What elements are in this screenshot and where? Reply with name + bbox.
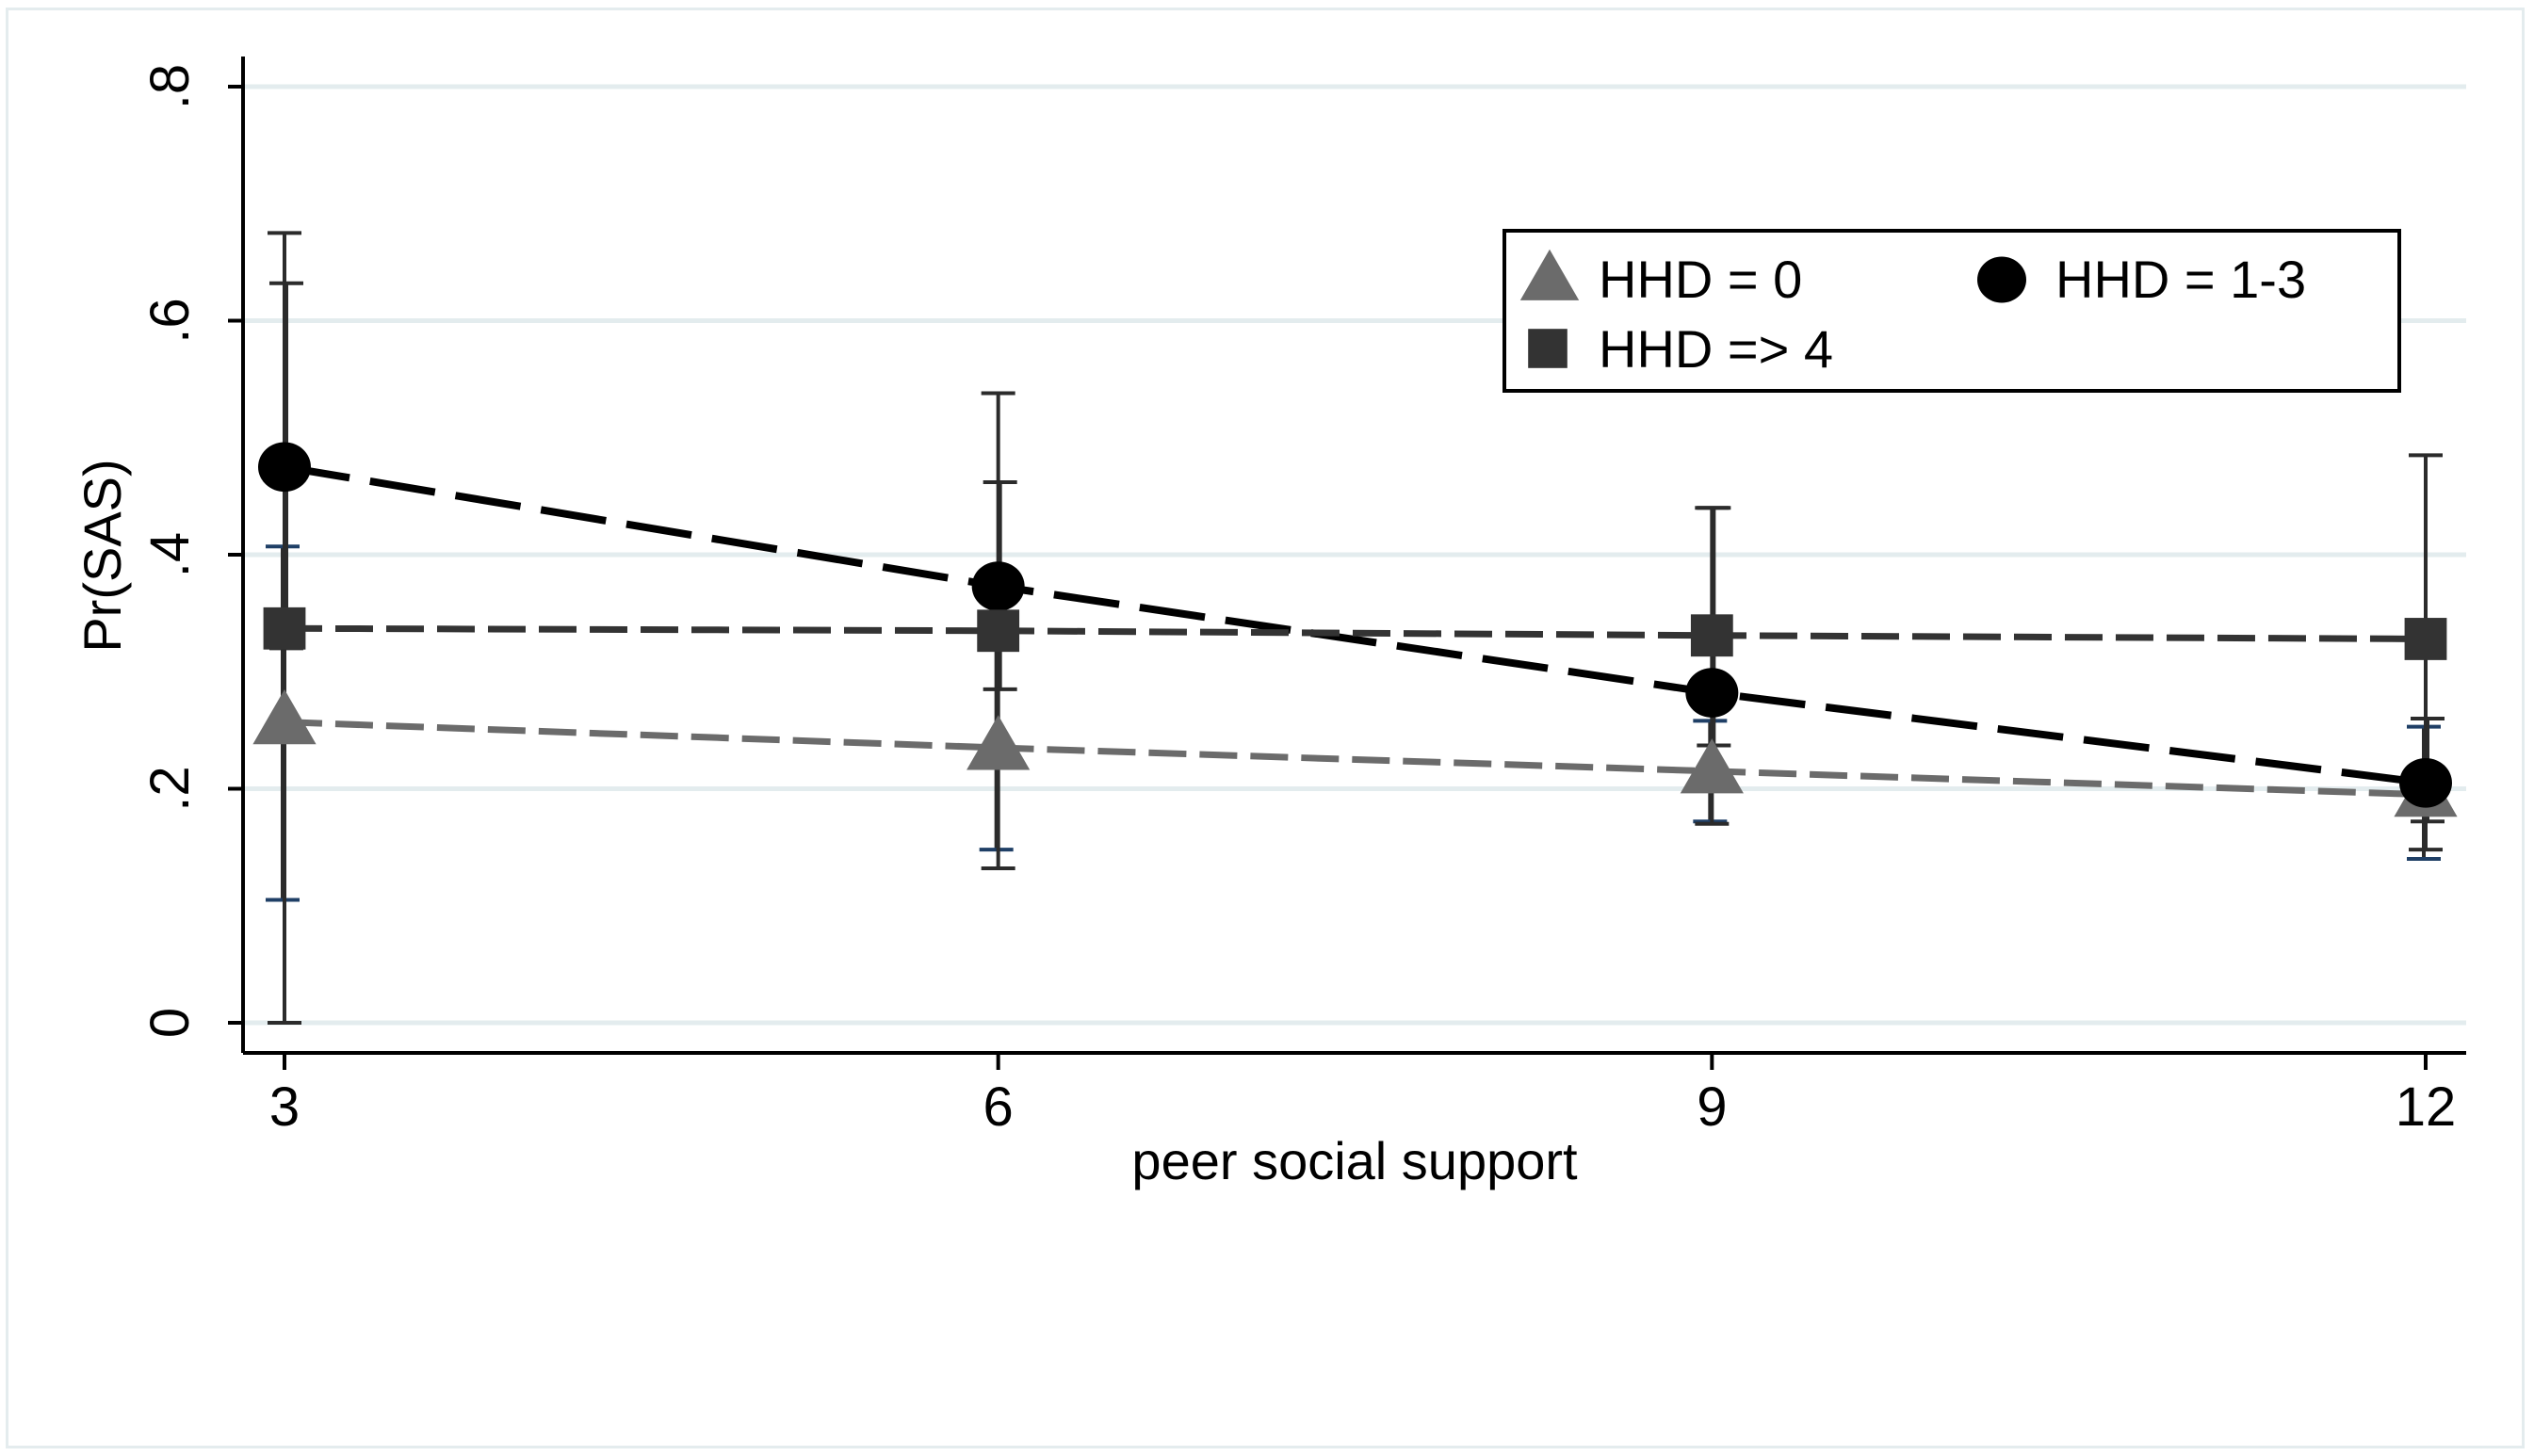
legend-marker-square <box>1528 329 1568 368</box>
y-tick-label: 0 <box>139 1008 201 1038</box>
series-markers <box>252 442 2458 817</box>
data-point-triangle <box>966 715 1031 770</box>
y-axis-title: Pr(SAS) <box>73 459 132 652</box>
legend-marker-triangle <box>1519 249 1580 300</box>
grid-lines <box>243 84 2466 1026</box>
data-point-circle <box>971 561 1025 611</box>
legend-label: HHD => 4 <box>1599 319 1833 379</box>
x-tick-label: 6 <box>983 1076 1014 1138</box>
data-point-square <box>977 609 1020 653</box>
axes: 0 .2 .4 .6 .8 3 6 9 12 peer social support Pr(SAS) <box>73 57 2466 1190</box>
series-line-circle <box>284 462 2427 787</box>
series-lines <box>284 462 2427 799</box>
x-tick-label: 9 <box>1697 1076 1727 1138</box>
legend-marker-circle <box>1977 256 2026 303</box>
data-point-triangle <box>1680 738 1744 794</box>
x-axis-title: peer social support <box>1131 1131 1578 1190</box>
legend-box <box>1503 229 2401 393</box>
legend-label: HHD = 1-3 <box>2055 250 2306 309</box>
y-tick-label: .2 <box>139 766 201 811</box>
data-point-circle <box>2399 757 2452 808</box>
data-point-square <box>2404 618 2447 660</box>
data-point-square <box>263 607 306 650</box>
data-point-triangle <box>252 688 317 745</box>
data-point-circle <box>258 442 311 493</box>
x-tick-label: 12 <box>2396 1076 2457 1138</box>
legend-label: HHD = 0 <box>1599 250 1802 309</box>
y-tick-label: .6 <box>139 298 201 343</box>
chart-frame <box>6 8 2525 1448</box>
data-point-circle <box>1685 668 1739 718</box>
y-tick-label: .8 <box>139 64 201 109</box>
series-line-square <box>284 624 2427 642</box>
y-tick-label: .4 <box>139 532 201 577</box>
series-line-triangle <box>284 719 2427 799</box>
x-tick-label: 3 <box>269 1076 300 1138</box>
legend: HHD = 0 HHD = 1-3 HHD => 4 <box>1503 229 2401 393</box>
data-point-square <box>1690 614 1733 657</box>
